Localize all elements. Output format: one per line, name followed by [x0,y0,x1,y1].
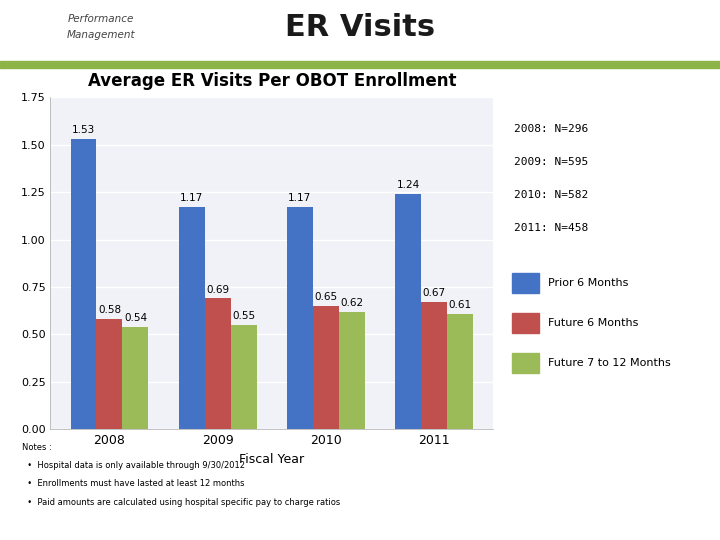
Text: 2010: N=582: 2010: N=582 [514,190,589,200]
Text: •  Hospital data is only available through 9/30/2012: • Hospital data is only available throug… [22,461,245,470]
Text: 2008: N=296: 2008: N=296 [514,124,589,134]
Bar [447,314,473,429]
Bar [0,60,720,68]
Text: Future 7 to 12 Months: Future 7 to 12 Months [548,358,670,368]
Text: •  Enrollments must have lasted at least 12 months: • Enrollments must have lasted at least … [22,480,244,488]
Bar [71,139,96,429]
Text: ER Visits: ER Visits [285,12,435,42]
Text: 2011: N=458: 2011: N=458 [514,224,589,233]
Text: Future 6 Months: Future 6 Months [548,318,638,328]
Bar [96,319,122,429]
Text: •  Paid amounts are calculated using hospital specific pay to charge ratios: • Paid amounts are calculated using hosp… [22,497,340,507]
Text: 1.17: 1.17 [180,193,203,204]
Text: 0.65: 0.65 [315,292,338,302]
Bar [395,194,421,429]
Text: 0.62: 0.62 [341,298,364,308]
Bar [339,312,365,429]
Text: Management: Management [66,30,135,40]
Text: 0.58: 0.58 [98,306,121,315]
Text: 2009: N=595: 2009: N=595 [514,157,589,167]
Text: Page 50: Page 50 [657,522,698,532]
Text: Prepared by Synthesis Health Systems, Inc.: Prepared by Synthesis Health Systems, In… [246,522,474,532]
Text: 0.69: 0.69 [206,285,229,294]
Bar [204,299,230,429]
Bar [122,327,148,429]
Text: 0.67: 0.67 [423,288,446,299]
Bar [313,306,339,429]
Text: Prior 6 Months: Prior 6 Months [548,278,629,288]
Bar [179,207,204,429]
Text: Performance: Performance [68,14,134,24]
X-axis label: Fiscal Year: Fiscal Year [239,453,305,465]
Bar [421,302,447,429]
Text: 1.24: 1.24 [397,180,420,190]
Text: 1.53: 1.53 [72,125,95,135]
Text: 0.54: 0.54 [124,313,147,323]
FancyBboxPatch shape [513,353,539,373]
Text: 1.17: 1.17 [288,193,312,204]
Text: 0.55: 0.55 [232,311,255,321]
Text: 0.61: 0.61 [449,300,472,310]
Bar [287,207,313,429]
Bar [230,325,256,429]
FancyBboxPatch shape [513,273,539,293]
FancyBboxPatch shape [513,313,539,333]
Text: Notes :: Notes : [22,443,51,452]
Title: Average ER Visits Per OBOT Enrollment: Average ER Visits Per OBOT Enrollment [88,72,456,90]
